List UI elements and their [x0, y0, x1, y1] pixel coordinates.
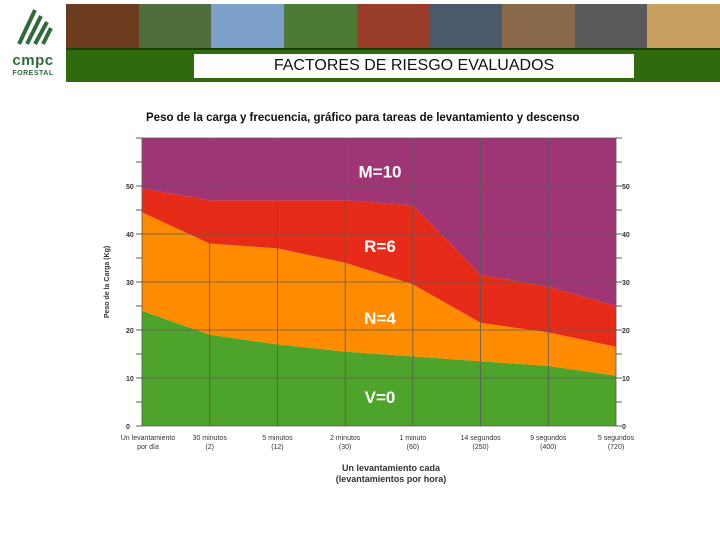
x-tick-label: 1 minuto (60)	[399, 435, 426, 451]
zone-label-r-6: R=6	[364, 237, 396, 256]
zone-label-n-4: N=4	[364, 309, 396, 328]
y-tick-label-right: 20	[622, 328, 630, 335]
y-tick-label-left: 0	[126, 424, 130, 431]
header-photo	[429, 4, 503, 48]
zone-r-6	[142, 188, 616, 347]
header-photo	[211, 4, 285, 48]
y-tick-label-left: 10	[126, 376, 134, 383]
header-photo	[647, 4, 720, 48]
y-tick-label-right: 30	[622, 280, 630, 287]
x-tick-label: 5 segundos (720)	[598, 435, 635, 451]
y-tick-label-right: 10	[622, 376, 630, 383]
y-axis-label: Peso de la Carga (Kg)	[104, 246, 111, 318]
x-tick-label: 5 minutos (12)	[262, 435, 293, 451]
zone-n-4	[142, 212, 616, 376]
x-tick-label: 14 segundos (250)	[461, 435, 502, 451]
zone-label-v-0: V=0	[365, 388, 396, 407]
x-axis-label: Un levantamiento cada (levantamientos por…	[336, 463, 447, 484]
risk-chart: Peso de la carga y frecuencia, gráfico p…	[98, 104, 658, 500]
y-tick-label-right: 0	[622, 424, 626, 431]
y-tick-label-right: 40	[622, 232, 630, 239]
y-tick-label-left: 40	[126, 232, 134, 239]
zone-label-m-10: M=10	[359, 163, 402, 182]
forest-logo-mark	[17, 9, 53, 45]
x-tick-label: 30 minutos (2)	[193, 435, 228, 451]
header-photo	[138, 4, 212, 48]
zone-v-0	[142, 310, 616, 426]
header-photo	[284, 4, 357, 48]
header-photo	[356, 4, 430, 48]
title-bar: FACTORES DE RIESGO EVALUADOS	[66, 48, 720, 82]
y-tick-label-left: 30	[126, 280, 134, 287]
header-photo	[574, 4, 648, 48]
chart-svg: Peso de la carga y frecuencia, gráfico p…	[104, 112, 635, 484]
x-tick-label: Un levantamiento por día	[121, 435, 176, 451]
chart-title: Peso de la carga y frecuencia, gráfico p…	[146, 112, 579, 124]
y-tick-label-left: 50	[126, 184, 134, 191]
header-photo-strip	[66, 4, 720, 48]
y-tick-label-right: 50	[622, 184, 630, 191]
header-photo	[502, 4, 575, 48]
page-title: FACTORES DE RIESGO EVALUADOS	[194, 54, 634, 78]
y-tick-label-left: 20	[126, 328, 134, 335]
brand-name: cmpc	[12, 52, 54, 69]
x-tick-label: 2 minutos (30)	[330, 435, 361, 451]
header-photo	[66, 4, 139, 48]
zone-m-10	[142, 138, 616, 306]
brand-subtitle: FORESTAL	[12, 70, 54, 77]
cmpc-forestal-logo: cmpc FORESTAL	[0, 0, 66, 82]
x-tick-label: 9 segundos (400)	[530, 435, 567, 451]
